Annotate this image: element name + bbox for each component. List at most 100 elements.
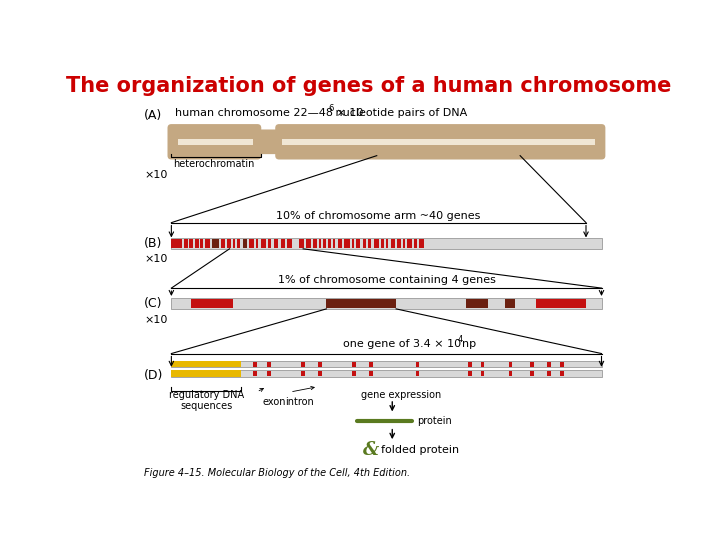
Text: 6: 6: [328, 104, 333, 113]
Bar: [178, 139, 253, 145]
Bar: [374, 239, 376, 248]
Bar: [310, 239, 311, 248]
Bar: [238, 239, 240, 248]
Bar: [369, 372, 373, 376]
Bar: [306, 239, 310, 248]
Bar: [174, 239, 175, 248]
Bar: [243, 239, 246, 248]
Bar: [282, 139, 595, 145]
Bar: [300, 239, 302, 248]
Bar: [194, 239, 196, 248]
Bar: [344, 239, 346, 248]
Bar: [508, 362, 513, 367]
Bar: [530, 362, 534, 367]
Bar: [171, 370, 241, 377]
Bar: [323, 239, 325, 248]
Bar: [409, 239, 412, 248]
Bar: [196, 239, 199, 248]
Bar: [175, 239, 178, 248]
Bar: [318, 372, 322, 376]
Bar: [333, 239, 335, 248]
Bar: [415, 372, 419, 376]
Bar: [319, 239, 321, 248]
Bar: [392, 239, 395, 248]
Bar: [261, 239, 266, 248]
Bar: [233, 239, 235, 248]
Bar: [468, 372, 472, 376]
Bar: [266, 372, 271, 376]
Bar: [200, 239, 203, 248]
Bar: [186, 239, 188, 248]
Bar: [559, 372, 564, 376]
Bar: [266, 362, 271, 367]
Bar: [547, 372, 551, 376]
Text: (C): (C): [144, 297, 163, 310]
Bar: [178, 239, 179, 248]
Text: 1% of chromosome containing 4 genes: 1% of chromosome containing 4 genes: [277, 275, 495, 286]
Bar: [468, 362, 472, 367]
Bar: [403, 239, 405, 248]
Bar: [382, 239, 384, 248]
Bar: [559, 362, 564, 367]
Text: one gene of 3.4 × 10: one gene of 3.4 × 10: [343, 339, 461, 348]
Bar: [179, 239, 182, 248]
Text: nucleotide pairs of DNA: nucleotide pairs of DNA: [332, 107, 467, 118]
Text: (A): (A): [144, 109, 163, 122]
Bar: [363, 239, 366, 248]
Bar: [338, 239, 342, 248]
Bar: [228, 239, 230, 248]
Bar: [256, 239, 258, 248]
Text: gene expression: gene expression: [361, 390, 441, 400]
Bar: [301, 362, 305, 367]
Bar: [171, 370, 601, 377]
Bar: [422, 239, 424, 248]
Bar: [189, 239, 192, 248]
Bar: [274, 239, 276, 248]
Text: ×10: ×10: [144, 254, 168, 264]
Text: intron: intron: [285, 397, 314, 408]
Bar: [547, 362, 551, 367]
Bar: [369, 362, 373, 367]
Bar: [352, 372, 356, 376]
Text: (D): (D): [144, 369, 163, 382]
Bar: [508, 372, 513, 376]
Bar: [466, 299, 487, 308]
Bar: [368, 239, 372, 248]
FancyBboxPatch shape: [253, 130, 284, 154]
Bar: [191, 299, 233, 308]
Bar: [352, 239, 354, 248]
Bar: [505, 299, 515, 308]
Bar: [302, 239, 304, 248]
Bar: [205, 239, 210, 248]
Text: 4: 4: [458, 335, 463, 344]
Bar: [212, 239, 219, 248]
Text: The organization of genes of a human chromosome: The organization of genes of a human chr…: [66, 76, 672, 96]
Bar: [386, 239, 388, 248]
Bar: [287, 239, 289, 248]
Bar: [415, 362, 419, 367]
Text: 10% of chromosome arm ~40 genes: 10% of chromosome arm ~40 genes: [276, 211, 481, 221]
Bar: [252, 239, 253, 248]
Bar: [171, 361, 241, 367]
Bar: [276, 239, 277, 248]
Bar: [481, 372, 485, 376]
Text: ×10: ×10: [144, 170, 168, 180]
FancyBboxPatch shape: [168, 124, 261, 159]
Bar: [171, 361, 601, 367]
Bar: [397, 239, 401, 248]
Bar: [313, 239, 317, 248]
Text: np: np: [462, 339, 476, 348]
Text: human chromosome 22—48 × 10: human chromosome 22—48 × 10: [175, 107, 364, 118]
Bar: [376, 239, 379, 248]
Bar: [326, 299, 396, 308]
Bar: [301, 372, 305, 376]
Bar: [171, 298, 601, 309]
Bar: [346, 239, 350, 248]
Bar: [184, 239, 186, 248]
Text: protein: protein: [417, 416, 452, 426]
Bar: [249, 239, 252, 248]
Bar: [171, 239, 174, 248]
Bar: [419, 239, 422, 248]
Text: heterochromatin: heterochromatin: [173, 159, 254, 169]
Text: exon: exon: [262, 397, 286, 408]
